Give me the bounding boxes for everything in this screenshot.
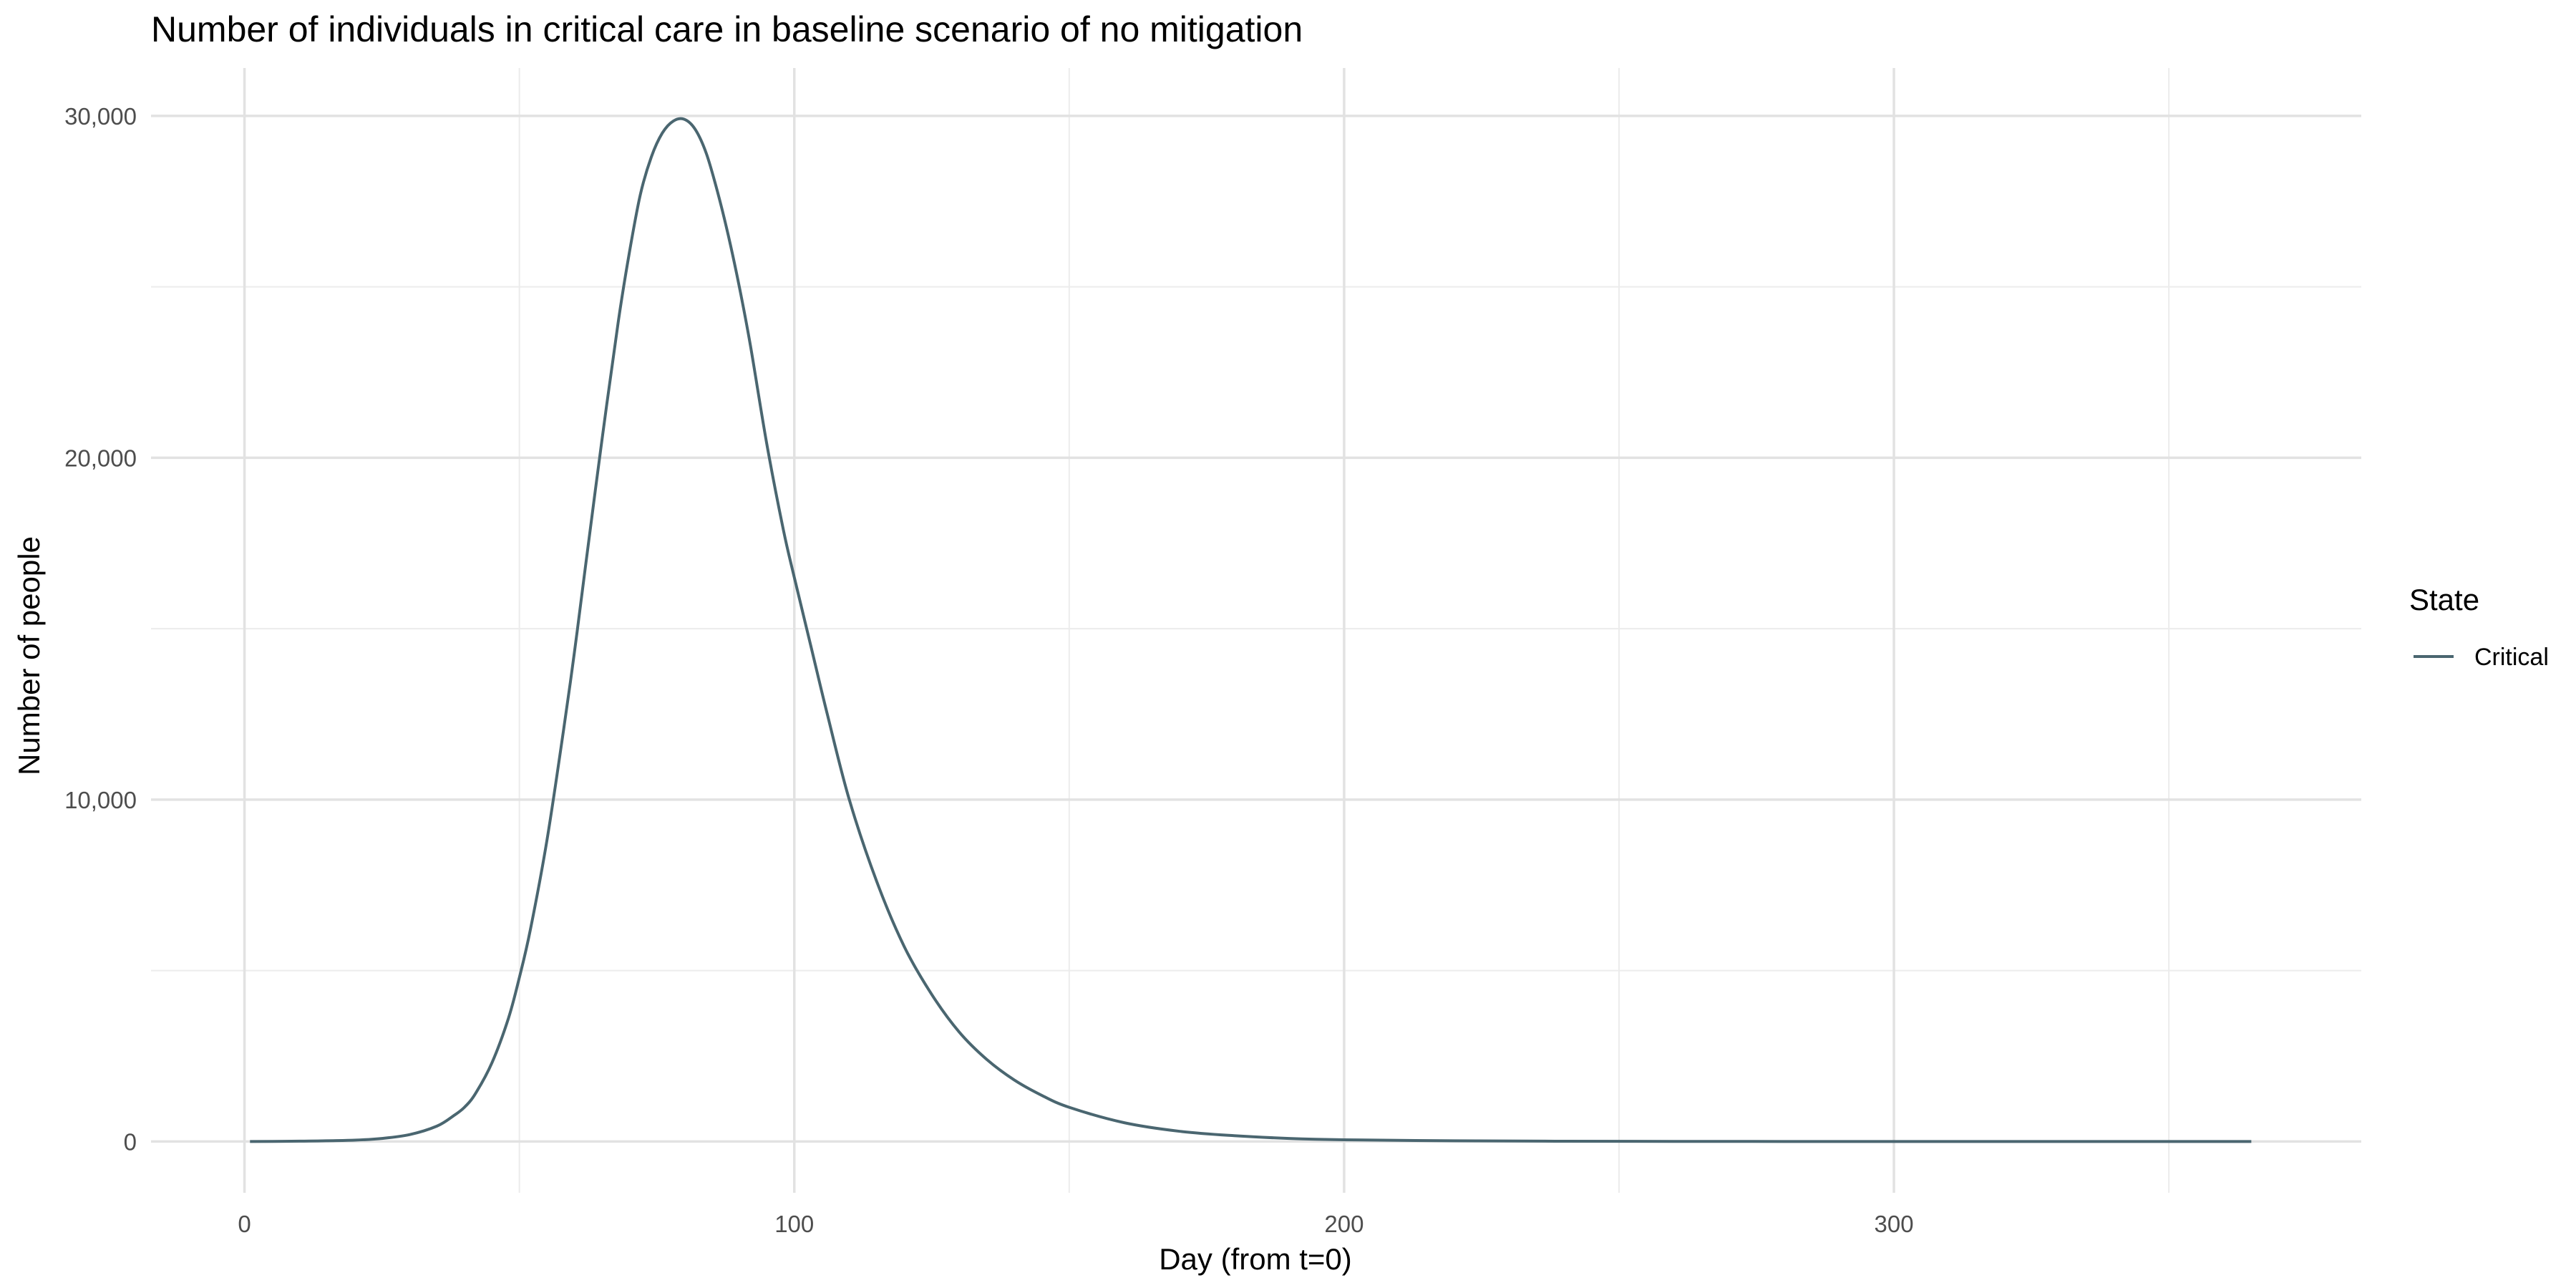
grid bbox=[151, 68, 2361, 1193]
legend-title: State bbox=[2409, 583, 2479, 616]
series-line-critical bbox=[250, 117, 2252, 1143]
series-layer bbox=[250, 117, 2252, 1143]
y-axis-title: Number of people bbox=[12, 536, 46, 775]
y-axis-ticks: 0 10,000 20,000 30,000 bbox=[64, 103, 137, 1156]
chart-title: Number of individuals in critical care i… bbox=[151, 9, 1303, 49]
x-tick-label: 100 bbox=[774, 1211, 814, 1237]
legend-label-critical: Critical bbox=[2474, 644, 2549, 671]
x-tick-label: 300 bbox=[1875, 1211, 1914, 1237]
x-axis-title: Day (from t=0) bbox=[1159, 1242, 1352, 1276]
y-tick-label: 20,000 bbox=[64, 445, 137, 471]
legend: State Critical bbox=[2409, 583, 2549, 671]
y-tick-label: 0 bbox=[124, 1128, 137, 1155]
y-tick-label: 30,000 bbox=[64, 103, 137, 130]
x-tick-label: 0 bbox=[238, 1211, 251, 1237]
x-tick-label: 200 bbox=[1324, 1211, 1364, 1237]
x-axis-ticks: 0 100 200 300 bbox=[238, 1211, 1913, 1237]
y-tick-label: 10,000 bbox=[64, 787, 137, 813]
